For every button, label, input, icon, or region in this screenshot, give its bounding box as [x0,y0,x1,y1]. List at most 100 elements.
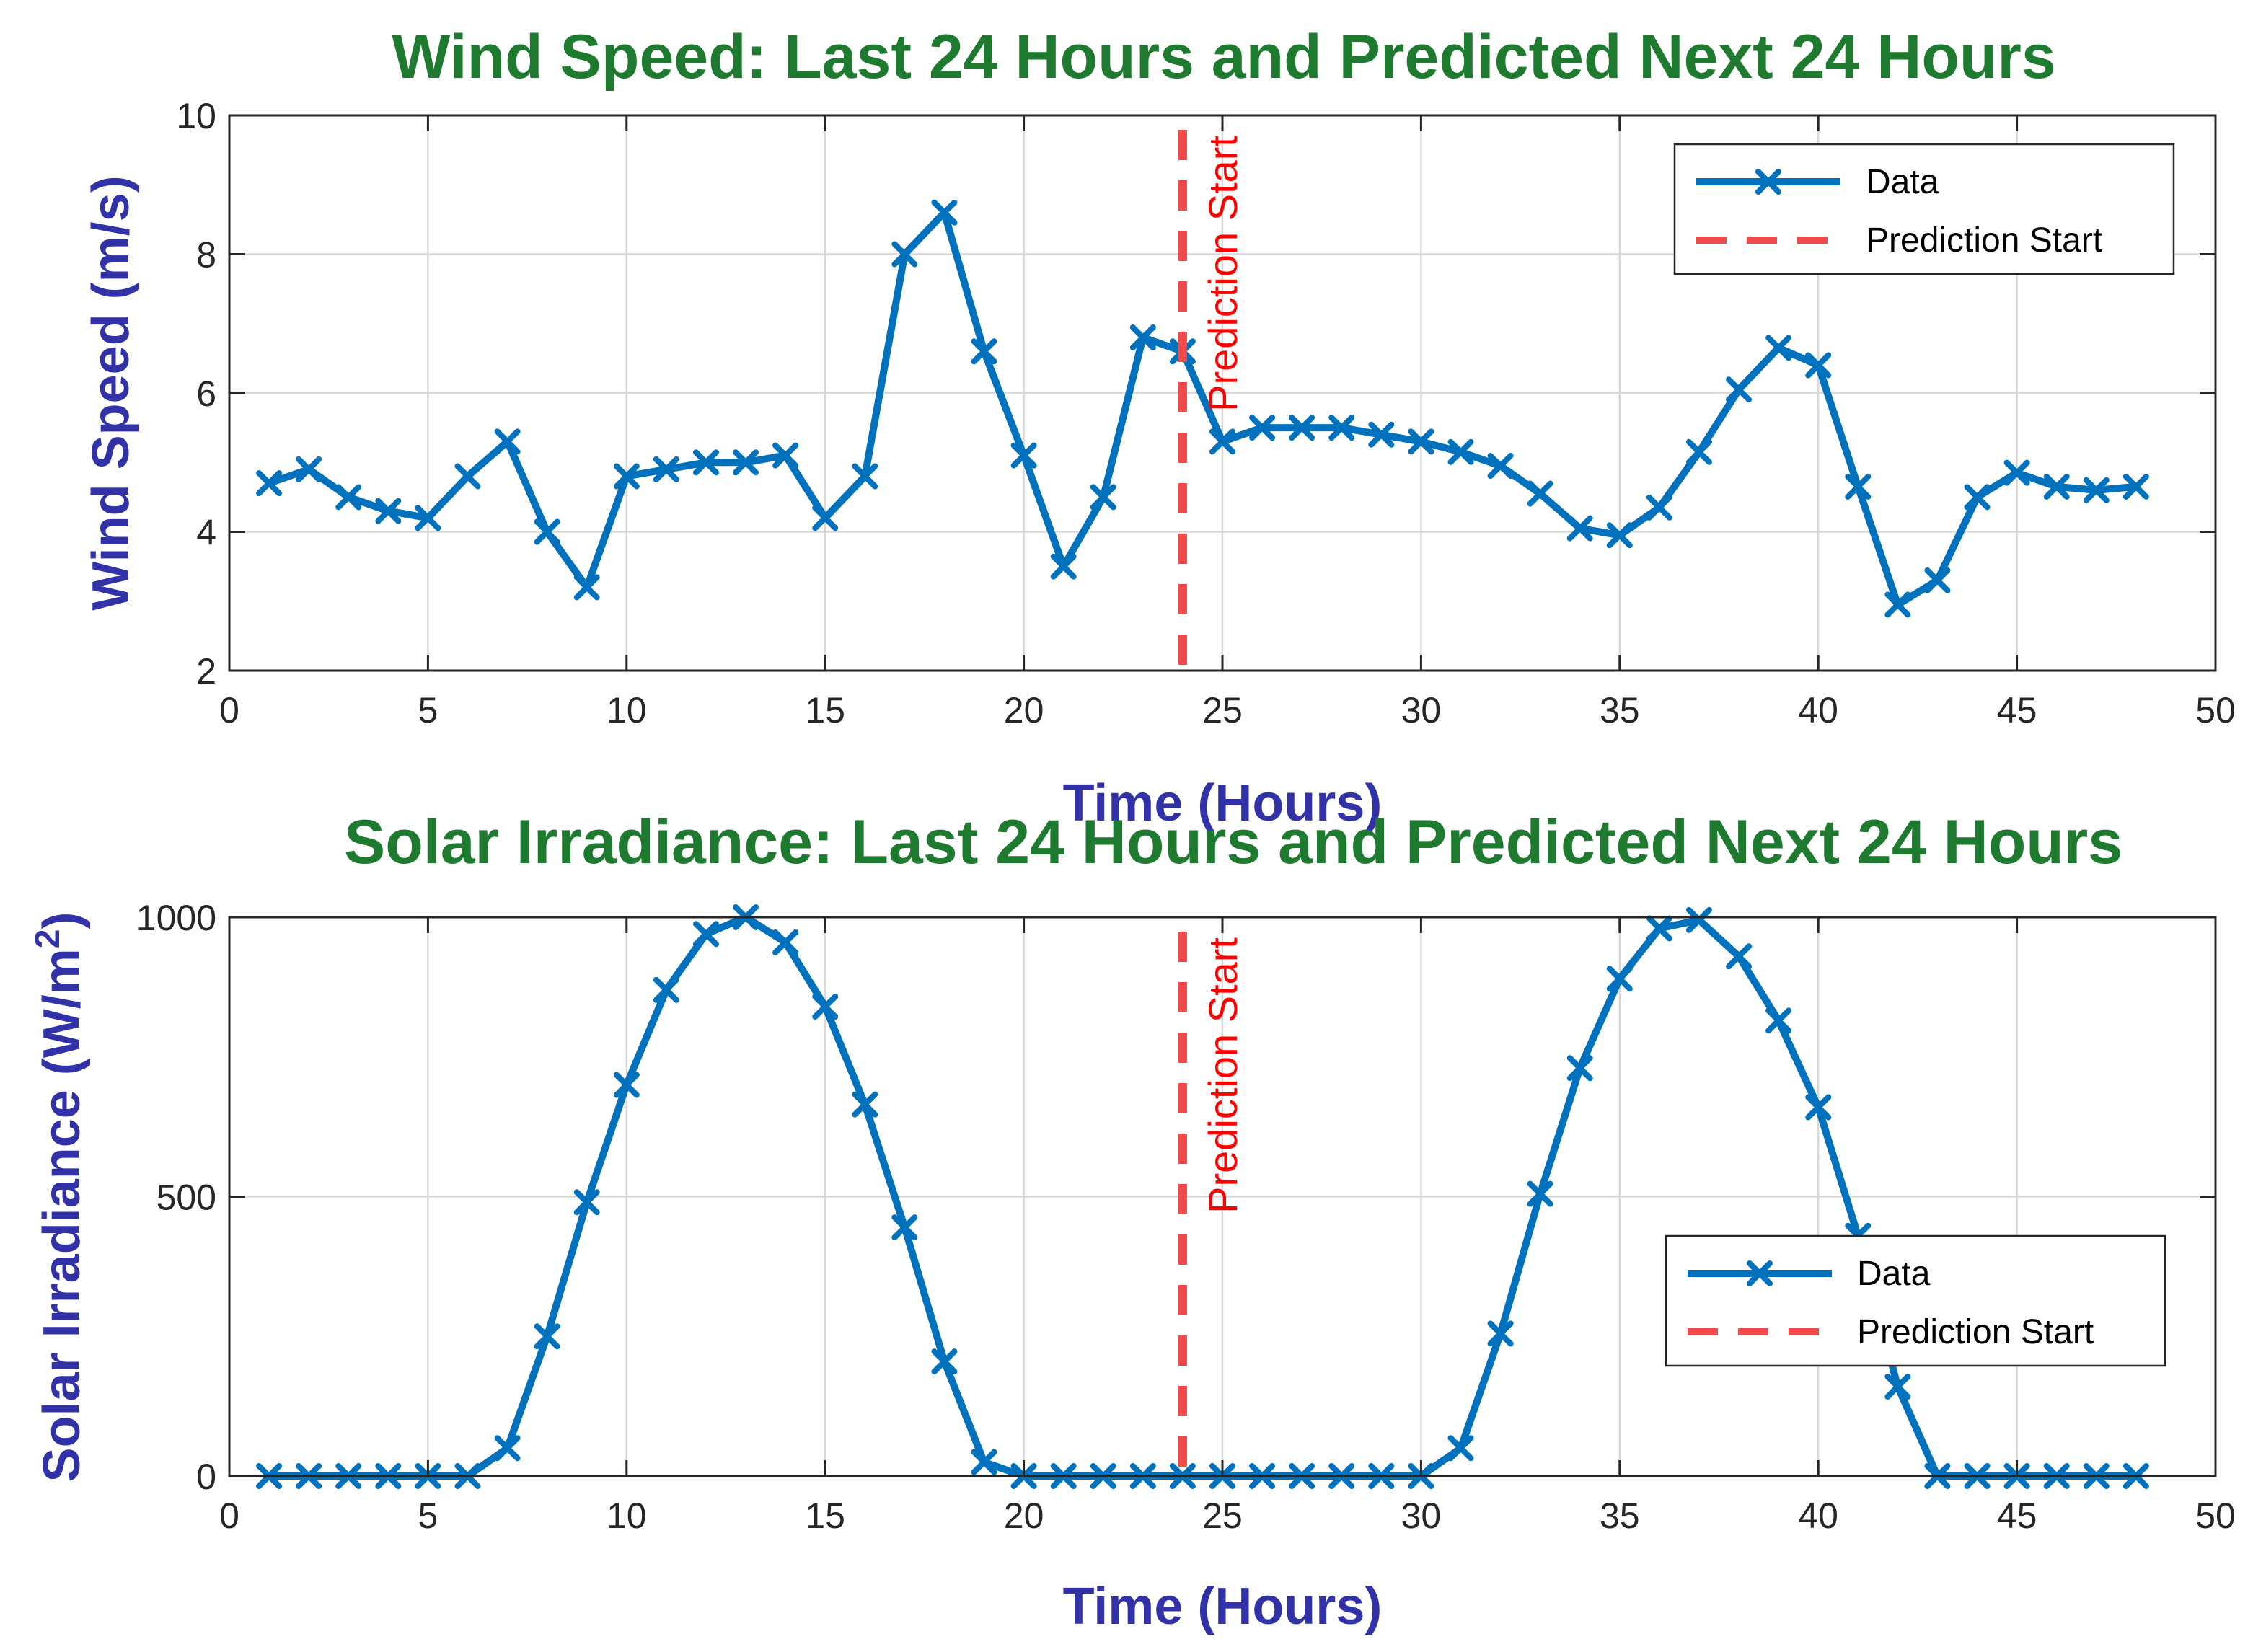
data-point-marker-stroke-b [534,1323,560,1350]
data-point-marker [852,463,878,490]
legend-x-marker-stroke-b [1747,1260,1773,1286]
data-point-marker-stroke-b [1685,438,1712,465]
data-point-marker [1964,484,1991,511]
data-point-marker [812,505,839,531]
data-point-marker-stroke-b [454,463,481,490]
x-tick-label: 0 [219,1496,239,1536]
data-point-marker [891,241,918,268]
data-point-marker-stroke-b [1765,1007,1792,1034]
solar-irradiance-panel: Solar Irradiance: Last 24 Hours and Pred… [29,808,2236,1635]
data-point-marker [653,456,679,482]
data-point-marker-stroke-b [812,505,839,531]
data-point-marker-stroke-b [1328,415,1355,441]
data-point-marker [1765,1007,1792,1034]
data-point-marker [971,1449,997,1475]
data-point-marker-stroke-b [931,199,958,226]
data-point-marker [1487,1320,1514,1347]
data-point-marker-stroke-b [653,976,679,1003]
data-point-marker [1090,484,1116,511]
legend-data-marker [1747,1260,1773,1286]
data-point-marker-stroke-b [772,442,799,469]
data-point-marker-stroke-b [1884,591,1911,618]
data-point-marker [1924,567,1951,593]
x-tick-label: 40 [1798,690,1838,730]
y-tick-label: 10 [176,96,216,136]
data-point-marker-stroke-b [891,241,918,268]
y-axis-label-suffix: ) [33,912,91,929]
data-point-marker [1845,473,1872,500]
chart-title: Wind Speed: Last 24 Hours and Predicted … [392,22,2055,92]
data-point-marker-stroke-b [494,1435,521,1462]
x-tick-label: 35 [1600,1496,1640,1536]
data-point-marker-stroke-b [573,1189,600,1216]
y-tick-label: 8 [196,235,216,275]
data-point-marker [1726,943,1753,970]
tick-labels: 0 5 10 15 20 25 30 35 40 45 50 2 4 6 8 10 [176,96,2235,730]
data-point-marker-stroke-b [2043,473,2070,500]
data-point-marker [1884,1374,1911,1400]
data-point-marker-stroke-b [1685,906,1712,933]
data-point-marker [1328,415,1355,441]
data-point-marker [1487,453,1514,480]
y-tick-label: 4 [196,513,216,553]
x-tick-label: 5 [418,1496,438,1536]
legend-prediction-label: Prediction Start [1866,221,2102,260]
data-point-marker-stroke-b [733,449,759,476]
x-tick-label: 15 [805,1496,845,1536]
data-point-marker [772,442,799,469]
legend-prediction-label: Prediction Start [1857,1313,2094,1351]
data-point-marker [1129,324,1156,350]
data-point-marker-stroke-b [852,463,878,490]
data-point-marker-stroke-b [1209,428,1235,455]
data-point-marker-stroke-b [1805,1094,1832,1121]
data-point-marker [454,463,481,490]
legend-data-marker [1755,169,1781,195]
x-tick-label: 30 [1401,1496,1442,1536]
x-tick-label: 15 [805,690,845,730]
data-point-marker-stroke-b [1845,473,1872,500]
data-point-marker [494,1435,521,1462]
x-tick-label: 0 [219,690,239,730]
y-axis-label-main: Solar Irradiance (W/m [33,948,91,1482]
data-point-marker [1726,376,1753,403]
legend-data-label: Data [1857,1255,1931,1293]
y-tick-label: 1000 [136,898,216,938]
data-point-marker [2003,459,2030,486]
data-point-marker [1805,1094,1832,1121]
legend-x-marker [1755,169,1781,195]
x-tick-label: 45 [1997,690,2037,730]
data-point-marker [1209,428,1235,455]
data-point-marker [573,1189,600,1216]
y-tick-label: 0 [196,1457,216,1497]
x-tick-label: 25 [1202,1496,1243,1536]
data-point-marker [296,456,322,482]
y-tick-label: 500 [156,1178,216,1218]
data-point-marker-stroke-b [812,994,839,1020]
data-point-marker-stroke-b [534,518,560,545]
data-point-marker-stroke-b [1726,943,1753,970]
legend: Data Prediction Start [1673,143,2175,275]
data-point-marker-stroke-b [415,505,441,531]
data-point-marker-stroke-b [256,470,283,497]
data-point-marker [812,994,839,1020]
data-point-marker-stroke-b [613,1072,640,1098]
data-point-marker-stroke-b [494,428,521,455]
data-point-marker [1289,415,1315,441]
legend-data-label: Data [1866,163,1939,201]
data-point-marker [1050,553,1077,580]
data-point-marker-stroke-b [1249,415,1276,441]
data-point-marker [1447,1435,1474,1462]
x-tick-label: 30 [1401,690,1442,730]
data-point-marker [772,929,799,955]
data-point-marker-stroke-b [772,929,799,955]
data-point-marker-stroke-b [335,484,362,511]
data-point-marker-stroke-b [1765,335,1792,361]
x-tick-label: 35 [1600,690,1640,730]
data-point-marker-stroke-b [1129,324,1156,350]
data-point-marker [1685,906,1712,933]
data-point-marker [1884,591,1911,618]
data-point-marker-stroke-b [1408,428,1434,455]
data-point-marker [1646,915,1672,942]
data-point-marker-stroke-b [1010,442,1037,469]
